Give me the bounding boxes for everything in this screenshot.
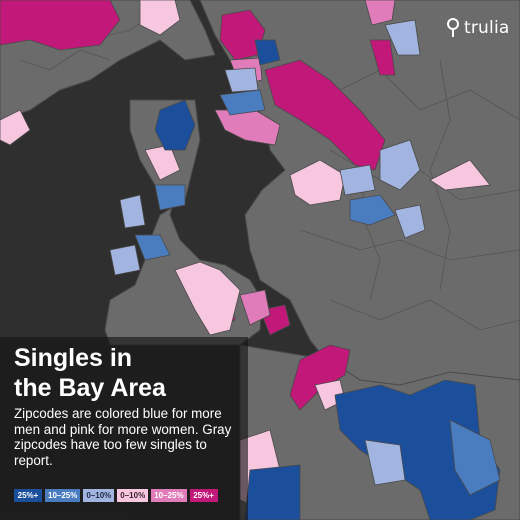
- zip-blue-light-2: [394, 204, 426, 239]
- zip-blue-mid-3: [349, 194, 396, 226]
- zip-pink-light-1: [174, 261, 241, 336]
- zip-blue-light-6: [339, 164, 376, 196]
- zip-blue-light-5: [119, 194, 146, 229]
- legend-item-blue-0-10: 0–10%: [83, 489, 115, 502]
- map-description: Zipcodes are colored blue for more men a…: [14, 406, 232, 468]
- map-pin-icon: [447, 18, 459, 37]
- zip-blue-strong-south: [244, 464, 301, 520]
- zip-blue-strong-oak: [254, 39, 281, 66]
- title-line-2: the Bay Area: [14, 374, 166, 402]
- zip-pink-strong-north: [0, 0, 121, 51]
- zip-pink-strong-richmond: [369, 39, 396, 76]
- zip-pink-strong-oakland: [264, 59, 386, 171]
- zip-blue-light-7: [224, 67, 259, 93]
- zip-pink-light-3: [429, 159, 491, 191]
- zip-blue-mid-4: [154, 184, 186, 211]
- legend: 25%+ 10–25% 0–10% 0–10% 10–25% 25%+: [14, 489, 218, 502]
- zip-blue-mid-2: [134, 234, 171, 261]
- legend-item-blue-25plus: 25%+: [14, 489, 42, 502]
- zip-blue-mid-5: [449, 419, 501, 496]
- map-title: Singles in the Bay Area: [14, 343, 242, 403]
- legend-item-pink-25plus: 25%+: [189, 489, 218, 502]
- zip-blue-light-8: [364, 439, 406, 486]
- legend-item-pink-10-25: 10–25%: [151, 489, 187, 502]
- zip-blue-strong-sf: [154, 99, 196, 151]
- zip-blue-light-4: [109, 244, 141, 276]
- trulia-logo: trulia: [446, 18, 510, 38]
- zip-pink-light-4: [139, 0, 181, 36]
- title-line-1: Singles in: [14, 344, 133, 372]
- zip-blue-mid-1: [219, 89, 266, 116]
- zip-pink-mid-2: [239, 289, 271, 326]
- zip-blue-light-1: [379, 139, 421, 191]
- brand-name: trulia: [464, 18, 510, 38]
- zip-pink-light-5: [0, 109, 31, 146]
- zip-blue-light-3: [384, 19, 421, 56]
- legend-item-pink-0-10: 0–10%: [117, 489, 149, 502]
- zip-pink-mid-3: [364, 0, 396, 26]
- zip-pink-light-6: [144, 144, 181, 181]
- zip-pink-light-2: [289, 159, 346, 206]
- legend-item-blue-10-25: 10–25%: [45, 489, 81, 502]
